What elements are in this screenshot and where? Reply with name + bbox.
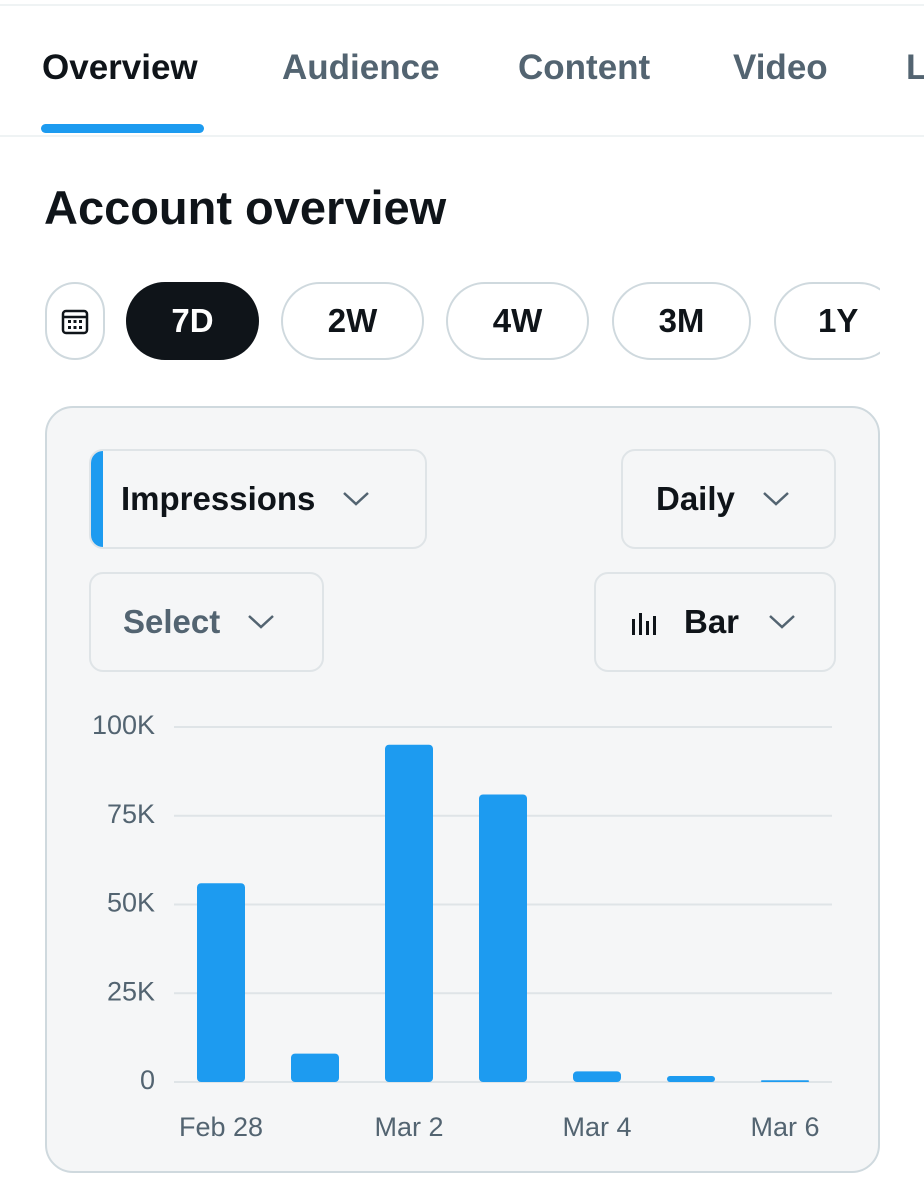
y-tick-label: 100K (92, 710, 155, 740)
chevron (248, 615, 275, 629)
bar (385, 744, 433, 1082)
y-tick-label: 75K (107, 799, 155, 829)
metric-accent (91, 451, 103, 547)
metric-label: Impressions (121, 480, 316, 517)
x-tick-label: Mar 2 (374, 1112, 443, 1142)
x-tick-label: Mar 4 (562, 1112, 631, 1142)
x-tick-label: Mar 6 (750, 1112, 819, 1142)
chevron (343, 492, 370, 506)
tab[interactable]: Video (733, 48, 828, 87)
range-pill[interactable]: 2W (281, 282, 424, 360)
range-row: 7D 2W 4W 3M 1Y (0, 270, 880, 380)
bar (291, 1053, 339, 1082)
chevron (763, 492, 789, 506)
bar (667, 1075, 715, 1082)
calendar-button[interactable] (45, 282, 105, 360)
y-tick-label: 25K (107, 976, 155, 1006)
top-border (0, 4, 924, 6)
interval-label: Daily (656, 480, 735, 517)
bar (761, 1080, 809, 1082)
range-pill[interactable]: 7D (126, 282, 259, 360)
style-dropdown[interactable]: Bar (594, 572, 836, 672)
tab[interactable]: Content (518, 48, 651, 87)
bar (479, 794, 527, 1082)
interval-dropdown[interactable]: Daily (621, 449, 836, 549)
tab-indicator (41, 124, 204, 133)
compare-label: Select (123, 603, 221, 640)
tab[interactable]: Audience (282, 48, 440, 87)
heading: Account overview (44, 181, 447, 234)
chevron (769, 615, 795, 629)
bar-icon (632, 613, 656, 635)
range-pill[interactable]: 3M (612, 282, 751, 360)
tab[interactable]: Overview (42, 48, 198, 87)
tab[interactable]: L (906, 48, 924, 87)
y-tick-label: 0 (140, 1065, 155, 1095)
y-tick-label: 50K (107, 888, 155, 918)
bar (197, 883, 245, 1082)
style-label: Bar (684, 603, 740, 640)
metric-dropdown[interactable]: Impressions (89, 449, 427, 549)
x-tick-label: Feb 28 (179, 1112, 263, 1142)
range-pill[interactable]: 1Y (774, 282, 880, 360)
bar (573, 1071, 621, 1082)
compare-dropdown[interactable]: Select (89, 572, 324, 672)
tab-divider (0, 135, 924, 137)
calendar-icon (61, 309, 89, 335)
range-pill[interactable]: 4W (446, 282, 589, 360)
